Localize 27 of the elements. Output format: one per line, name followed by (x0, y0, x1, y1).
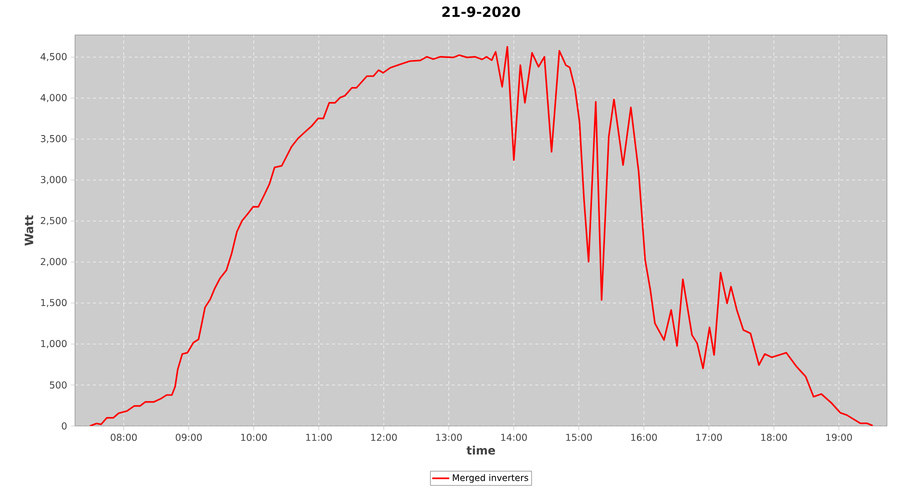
y-tick-label: 1,500 (41, 298, 67, 308)
x-tick-label: 18:00 (761, 434, 787, 441)
x-tick-label: 08:00 (110, 434, 137, 441)
line-series (89, 46, 874, 426)
x-axis-title: time (466, 446, 496, 455)
x-tick-label: 17:00 (696, 434, 722, 441)
y-axis-title: Watt (24, 215, 34, 246)
x-tick-label: 12:00 (371, 434, 397, 441)
x-tick-label: 10:00 (241, 434, 267, 441)
y-tick-label: 4,000 (40, 94, 67, 102)
y-tick-label: 4,500 (40, 53, 67, 62)
legend-label: Merged inverters (452, 474, 528, 483)
y-tick-label: 500 (50, 381, 67, 389)
x-tick-label: 11:00 (306, 434, 332, 441)
y-tick-label: 3,000 (40, 176, 67, 184)
x-tick-label: 15:00 (566, 434, 592, 441)
x-tick-label: 09:00 (176, 434, 202, 441)
chart-title: 21-9-2020 (442, 6, 520, 18)
x-tick-label: 13:00 (436, 434, 462, 441)
y-tick-label: 2,500 (40, 216, 67, 226)
x-tick-label: 14:00 (501, 434, 527, 441)
y-tick-label: 1,000 (41, 340, 67, 348)
y-tick-label: 2,000 (40, 258, 67, 266)
x-tick-label: 19:00 (826, 434, 852, 441)
x-tick-label: 16:00 (631, 434, 657, 441)
y-tick-label: 0 (62, 422, 67, 430)
y-tick-label: 3,500 (40, 135, 67, 144)
